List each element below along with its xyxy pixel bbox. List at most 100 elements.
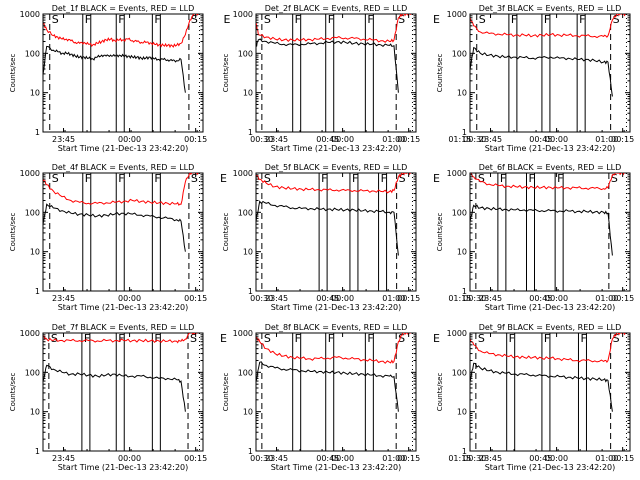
marker-label-e: E (220, 332, 227, 345)
series-line-lld (470, 173, 626, 191)
marker-label-s: S (191, 13, 198, 26)
x-tick-label: 00:15 (397, 135, 420, 144)
y-tick-label: 1 (462, 128, 467, 137)
panel-title: Det_1f BLACK = Events, RED = LLD (52, 4, 195, 13)
y-tick-label: 10 (243, 408, 253, 417)
marker-lines (475, 173, 627, 291)
marker-label-f: F (529, 172, 535, 185)
marker-label-s: S (264, 13, 271, 26)
x-tick-label: 01:15 (448, 454, 471, 463)
panel-det-6: S F F F S E 1 10 100 1000 Counts/sec 23:45 00:00 00:1… (436, 163, 634, 312)
marker-label-f: F (544, 332, 550, 345)
marker-label-e: E (223, 13, 230, 26)
x-tick-label: 00:30 (463, 135, 486, 144)
marker-label-s: S (611, 172, 618, 185)
x-tick-label: 01:00 (382, 135, 405, 144)
marker-label-f: F (295, 332, 301, 345)
x-tick-label: 01:00 (382, 454, 405, 463)
y-tick-label: 100 (25, 368, 40, 377)
marker-label-f: F (85, 13, 91, 26)
marker-label-s: S (264, 332, 271, 345)
y-axis: 1 10 100 1000 Counts/sec (436, 10, 630, 137)
marker-label-s: S (478, 172, 485, 185)
y-tick-label: 1000 (20, 10, 40, 19)
x-tick-label: 00:45 (529, 294, 552, 303)
marker-label-e: E (433, 332, 440, 345)
panel-title: Det_9f BLACK = Events, RED = LLD (479, 323, 622, 332)
x-tick-label: 23:45 (52, 135, 75, 144)
panel-title: Det_8f BLACK = Events, RED = LLD (265, 323, 408, 332)
x-tick-label: 00:15 (184, 294, 207, 303)
y-axis-label: Counts/sec (9, 213, 17, 252)
series-line-lld (470, 14, 626, 39)
series-line-events (43, 203, 186, 252)
marker-label-f: F (328, 13, 334, 26)
y-axis: 1 10 100 1000 Counts/sec (9, 329, 203, 456)
y-axis: 1 10 100 1000 Counts/sec (222, 329, 416, 456)
panel-title: Det_6f BLACK = Events, RED = LLD (479, 163, 622, 172)
marker-label-f: F (367, 13, 373, 26)
panel-title: Det_2f BLACK = Events, RED = LLD (265, 4, 408, 13)
x-tick-label: 01:15 (448, 294, 471, 303)
marker-label-f: F (118, 172, 124, 185)
y-tick-label: 1000 (20, 169, 40, 178)
y-tick-label: 1 (35, 287, 40, 296)
x-axis: 23:4500:0000:1500:3000:4501:0001:15Start… (479, 333, 634, 472)
marker-label-f: F (367, 332, 373, 345)
x-tick-label: 00:00 (118, 294, 141, 303)
x-tick-label: 23:45 (265, 294, 288, 303)
x-tick-label: 23:45 (265, 135, 288, 144)
y-axis: 1 10 100 1000 Counts/sec (222, 10, 416, 137)
series-group (43, 333, 199, 412)
series-line-events (470, 204, 613, 256)
marker-lines (476, 14, 627, 132)
panel-title: Det_3f BLACK = Events, RED = LLD (479, 4, 622, 13)
x-tick-label: 00:00 (545, 294, 568, 303)
series-group (43, 14, 199, 93)
x-tick-label: 00:15 (397, 454, 420, 463)
y-axis: 1 10 100 1000 Counts/sec (9, 169, 203, 296)
series-line-events (256, 38, 399, 93)
y-axis: 1 10 100 1000 Counts/sec (436, 169, 630, 296)
x-axis-label: Start Time (21-Dec-13 23:42:20) (485, 144, 616, 153)
x-tick-label: 23:45 (52, 294, 75, 303)
y-tick-label: 10 (457, 408, 467, 417)
panel-det-8: S F F F S E 1 10 100 1000 Counts/sec 23:45 00:00 00:1… (222, 323, 618, 472)
series-group (256, 333, 412, 412)
panel-det-1: S F F F S E 1 10 100 1000 Counts/sec 23:45 00:00 00:1… (9, 4, 471, 153)
x-tick-label: 23:45 (52, 454, 75, 463)
x-tick-label: 00:30 (463, 454, 486, 463)
y-tick-label: 10 (243, 89, 253, 98)
series-group (470, 333, 626, 412)
series-group (470, 14, 626, 97)
x-tick-label: 00:15 (611, 135, 634, 144)
y-tick-label: 1000 (447, 10, 467, 19)
marker-label-f: F (580, 332, 586, 345)
x-axis: 23:4500:0000:1500:3000:4501:0001:15Start… (265, 14, 618, 153)
marker-label-e: E (433, 172, 440, 185)
marker-label-f: F (352, 172, 358, 185)
y-axis: 1 10 100 1000 Counts/sec (9, 10, 203, 137)
marker-lines (48, 333, 200, 451)
x-tick-label: 00:00 (331, 294, 354, 303)
plot-frame (469, 172, 631, 292)
y-tick-label: 1000 (447, 329, 467, 338)
y-tick-label: 10 (30, 89, 40, 98)
series-line-lld (43, 14, 199, 49)
x-axis: 23:4500:0000:1500:3000:4501:0001:15Start… (265, 333, 618, 472)
panel-title: Det_7f BLACK = Events, RED = LLD (52, 323, 195, 332)
x-tick-label: 00:00 (331, 135, 354, 144)
y-axis-label: Counts/sec (222, 373, 230, 412)
x-tick-label: 23:45 (479, 135, 502, 144)
y-tick-label: 1 (462, 287, 467, 296)
x-tick-label: 01:15 (448, 135, 471, 144)
series-group (256, 173, 412, 256)
x-axis: 23:4500:0000:1500:3000:4501:0001:15Start… (265, 173, 618, 312)
marker-lines (261, 333, 413, 451)
y-axis: 1 10 100 1000 Counts/sec (222, 169, 416, 296)
series-line-events (43, 45, 186, 93)
y-tick-label: 100 (238, 49, 253, 58)
